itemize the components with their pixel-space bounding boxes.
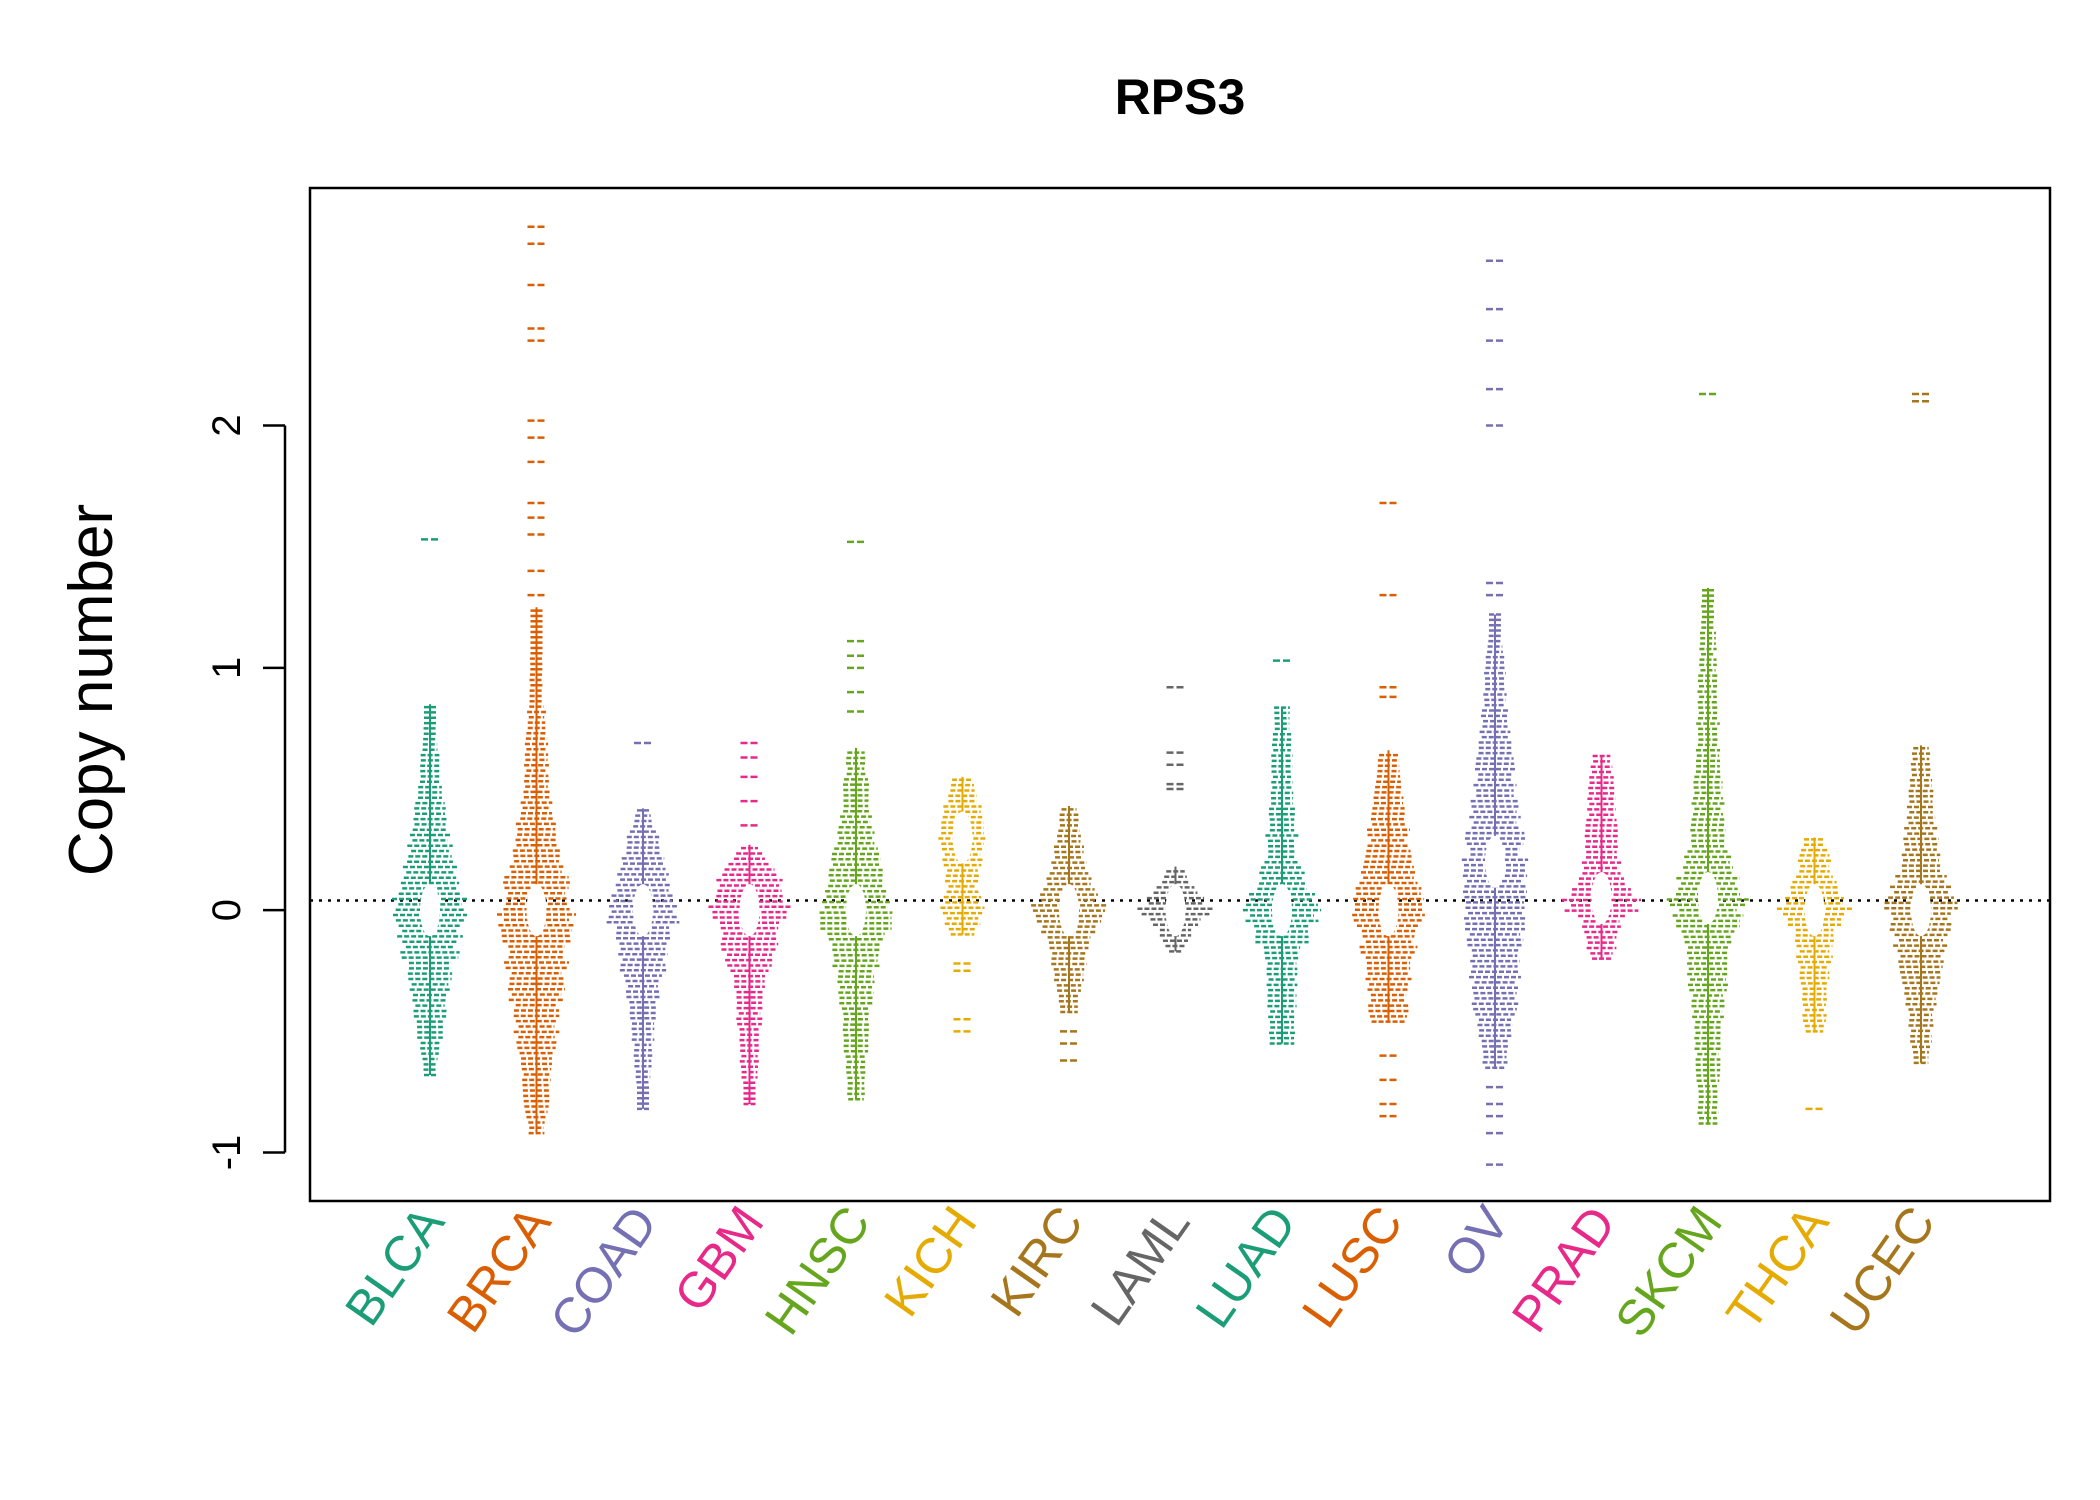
x-tick-label: PRAD [1501,1196,1627,1342]
swarm-thca [1776,837,1853,1111]
y-tick-label: -1 [205,1135,249,1171]
swarm-blca [392,538,468,1077]
x-tick-label: KIRC [980,1196,1094,1326]
swarm-core [1165,884,1186,937]
x-tick-label: UCEC [1819,1196,1946,1344]
x-tick-label: COAD [539,1196,668,1346]
swarm-core [1591,872,1612,925]
swarm-core [739,884,760,937]
chart-title: RPS3 [1115,69,1246,125]
y-axis: -1 0 1 2 [205,414,287,1171]
y-tick-label: 0 [205,899,249,921]
x-tick-label: KICH [873,1196,987,1326]
swarm-kirc [1031,805,1107,1062]
swarm-core [1911,884,1931,937]
x-tick-label: GBM [663,1196,774,1321]
swarm-core [1378,884,1399,937]
plot-marks [310,225,2050,1166]
y-axis-label: Copy number [57,504,126,876]
swarm-skcm [1666,392,1750,1125]
swarm-core [1698,872,1718,925]
x-tick-label: BLCA [334,1196,455,1336]
swarm-core [952,811,973,864]
swarm-laml [1137,685,1214,953]
x-tick-label: SKCM [1604,1196,1733,1346]
x-tick-label: LUAD [1185,1196,1307,1337]
swarm-core [1485,835,1505,888]
x-tick-label: OV [1433,1196,1521,1288]
swarm-core [1804,884,1825,937]
swarm-core [633,884,653,937]
x-tick-label: BRCA [436,1196,562,1342]
x-tick-label: LAML [1080,1196,1201,1335]
x-tick-label: THCA [1716,1196,1840,1340]
swarm-core [420,884,440,937]
swarm-ucec [1884,392,1958,1065]
swarm-ov [1461,259,1529,1166]
x-tick-label: HNSC [754,1196,881,1344]
x-tick-label: LUSC [1291,1196,1413,1337]
swarm-core [846,884,866,937]
swarm-kich [938,776,987,1033]
swarm-lusc [1352,501,1425,1118]
swarm-gbm [708,741,791,1106]
swarm-hnsc [819,540,893,1101]
swarm-core [526,884,547,937]
swarm-core [1059,884,1079,937]
swarm-brca [497,225,576,1135]
plot-frame [308,186,2052,1203]
y-tick-label: 2 [205,414,249,436]
swarm-coad [606,741,680,1111]
swarm-prad [1561,754,1642,960]
swarm-luad [1242,659,1322,1045]
swarm-core [1272,884,1292,937]
y-tick-label: 1 [205,657,249,679]
